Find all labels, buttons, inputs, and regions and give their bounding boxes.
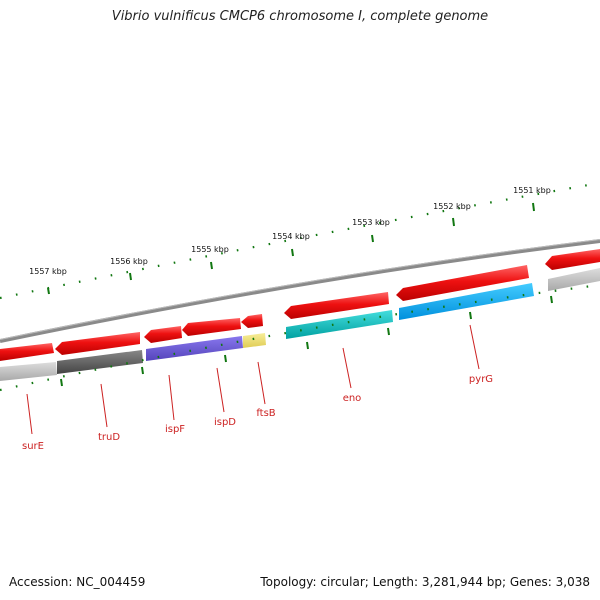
cog-track (0, 268, 600, 381)
scale-label: 1552 kbp (433, 202, 471, 211)
scale-label: 1556 kbp (110, 257, 148, 266)
leader-line (216, 367, 225, 413)
outer-major-ticks (47, 202, 535, 295)
cog-block (243, 333, 266, 348)
genome-backbone-highlight (0, 239, 600, 340)
cog-block (399, 283, 534, 320)
cds-track (0, 249, 600, 361)
leader-line (469, 324, 480, 370)
cds-arrow (396, 265, 529, 301)
gene-label-surE[interactable]: surE (22, 441, 44, 452)
major-tick (291, 248, 294, 257)
gene-label-ftsB[interactable]: ftsB (256, 408, 275, 419)
major-tick (469, 311, 472, 320)
cds-arrow (182, 318, 241, 336)
gene-label-ispD[interactable]: ispD (214, 417, 236, 428)
major-tick (47, 287, 50, 295)
leader-line (100, 383, 108, 428)
leader-line (342, 347, 352, 389)
outer-tick-row (0, 181, 600, 300)
cds-arrow (0, 343, 54, 361)
cog-block (0, 362, 57, 381)
scale-label: 1551 kbp (513, 186, 551, 195)
gene-label-ispF[interactable]: ispF (165, 424, 185, 435)
major-tick (210, 261, 213, 270)
genome-backbone (0, 239, 600, 343)
major-tick (532, 202, 535, 212)
major-tick (129, 272, 132, 281)
leader-line (26, 393, 33, 435)
cog-block (57, 350, 143, 374)
cog-block (548, 268, 600, 291)
cds-arrow (55, 332, 140, 355)
accession-text: Accession: NC_004459 (9, 575, 146, 589)
scale-label: 1555 kbp (191, 245, 229, 254)
major-tick (141, 366, 144, 375)
gene-label-truD[interactable]: truD (98, 432, 120, 443)
inner-tick-row (0, 283, 600, 392)
major-tick (452, 217, 455, 227)
scale-label: 1554 kbp (272, 232, 310, 241)
cog-block (286, 310, 393, 339)
leader-line (257, 361, 266, 405)
cds-arrow (545, 249, 600, 270)
inner-major-ticks (60, 295, 553, 387)
cog-block (146, 336, 243, 361)
gene-leaders (26, 324, 480, 435)
scale-label: 1557 kbp (29, 267, 67, 276)
major-tick (387, 327, 390, 336)
cds-arrow (144, 326, 182, 343)
scale-label: 1553 kbp (352, 218, 390, 227)
major-tick (550, 295, 553, 304)
map-title: Vibrio vulnificus CMCP6 chromosome I, co… (111, 9, 489, 24)
cds-arrow (284, 292, 389, 319)
outer-scale-ticks (0, 181, 600, 300)
genome-summary-text: Topology: circular; Length: 3,281,944 bp… (260, 575, 590, 589)
cds-arrow (241, 314, 263, 328)
major-tick (60, 378, 63, 387)
major-tick (224, 354, 227, 363)
gene-label-eno[interactable]: eno (343, 393, 362, 404)
leader-line (168, 374, 175, 421)
major-tick (306, 341, 309, 350)
major-tick (371, 234, 374, 243)
gene-label-pyrG[interactable]: pyrG (469, 374, 493, 385)
